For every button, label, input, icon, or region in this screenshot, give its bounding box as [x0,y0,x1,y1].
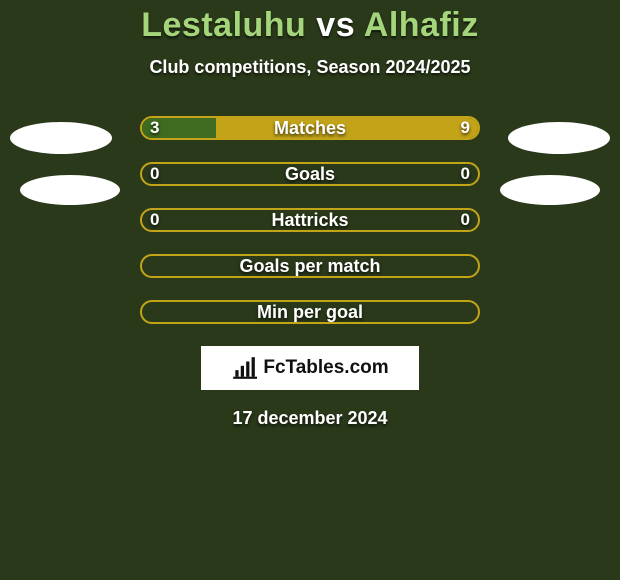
stat-value-left: 0 [150,208,159,232]
title-player1: Lestaluhu [141,6,306,44]
stat-value-left: 0 [150,162,159,186]
stat-row: Goals per match [0,254,620,278]
title-vs: vs [316,6,355,44]
stat-fill-right [142,302,478,322]
logo-text: FcTables.com [263,357,388,379]
stat-pill: Hattricks [140,208,480,232]
bar-chart-icon [231,355,257,381]
stat-fill-right [216,118,478,138]
stat-pill: Matches [140,116,480,140]
stat-fill-right [142,256,478,276]
title-player2: Alhafiz [364,6,479,44]
stat-pill: Goals per match [140,254,480,278]
stat-row: Matches3 9 [0,116,620,140]
stat-row: Min per goal [0,300,620,324]
stat-value-right: 9 [461,116,470,140]
stat-pill: Min per goal [140,300,480,324]
subtitle: Club competitions, Season 2024/2025 [0,57,620,78]
stat-fill-right [142,164,478,184]
stat-fill-right [142,210,478,230]
date-text: 17 december 2024 [0,408,620,429]
fctables-logo: FcTables.com [201,346,419,390]
stat-row: Hattricks0 0 [0,208,620,232]
stat-pill: Goals [140,162,480,186]
title: Lestaluhu vs Alhafiz [0,6,620,45]
stat-value-left: 3 [150,116,159,140]
stat-value-right: 0 [461,208,470,232]
stat-row: Goals0 0 [0,162,620,186]
stat-value-right: 0 [461,162,470,186]
comparison-card: Lestaluhu vs Alhafiz Club competitions, … [0,0,620,580]
